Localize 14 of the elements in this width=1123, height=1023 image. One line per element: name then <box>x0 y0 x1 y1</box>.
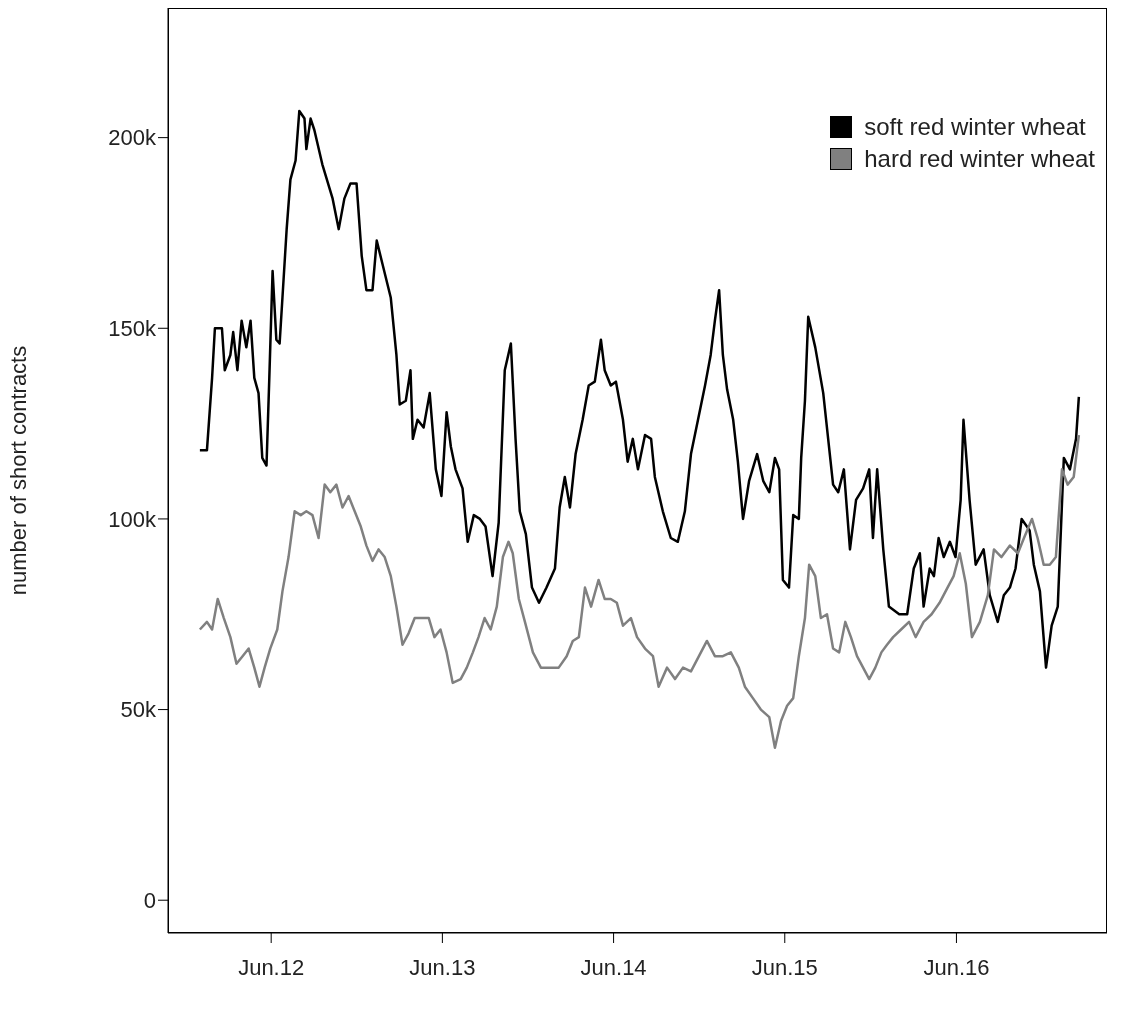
x-tick-label: Jun.16 <box>923 954 990 980</box>
y-tick-label: 150k <box>108 316 157 342</box>
y-tick-label: 50k <box>120 697 157 723</box>
x-tick-label: Jun.13 <box>409 954 476 980</box>
y-tick-label: 200k <box>108 125 157 151</box>
y-axis-title: number of short contracts <box>5 345 31 596</box>
line-series <box>198 433 1081 749</box>
legend-label: soft red winter wheat <box>864 113 1086 141</box>
x-tick-label: Jun.12 <box>238 954 305 980</box>
legend-label: hard red winter wheat <box>864 145 1095 173</box>
x-tick-label: Jun.14 <box>580 954 647 980</box>
x-tick-label: Jun.15 <box>751 954 818 980</box>
y-tick-label: 100k <box>108 506 157 532</box>
y-tick-label: 0 <box>143 888 156 914</box>
